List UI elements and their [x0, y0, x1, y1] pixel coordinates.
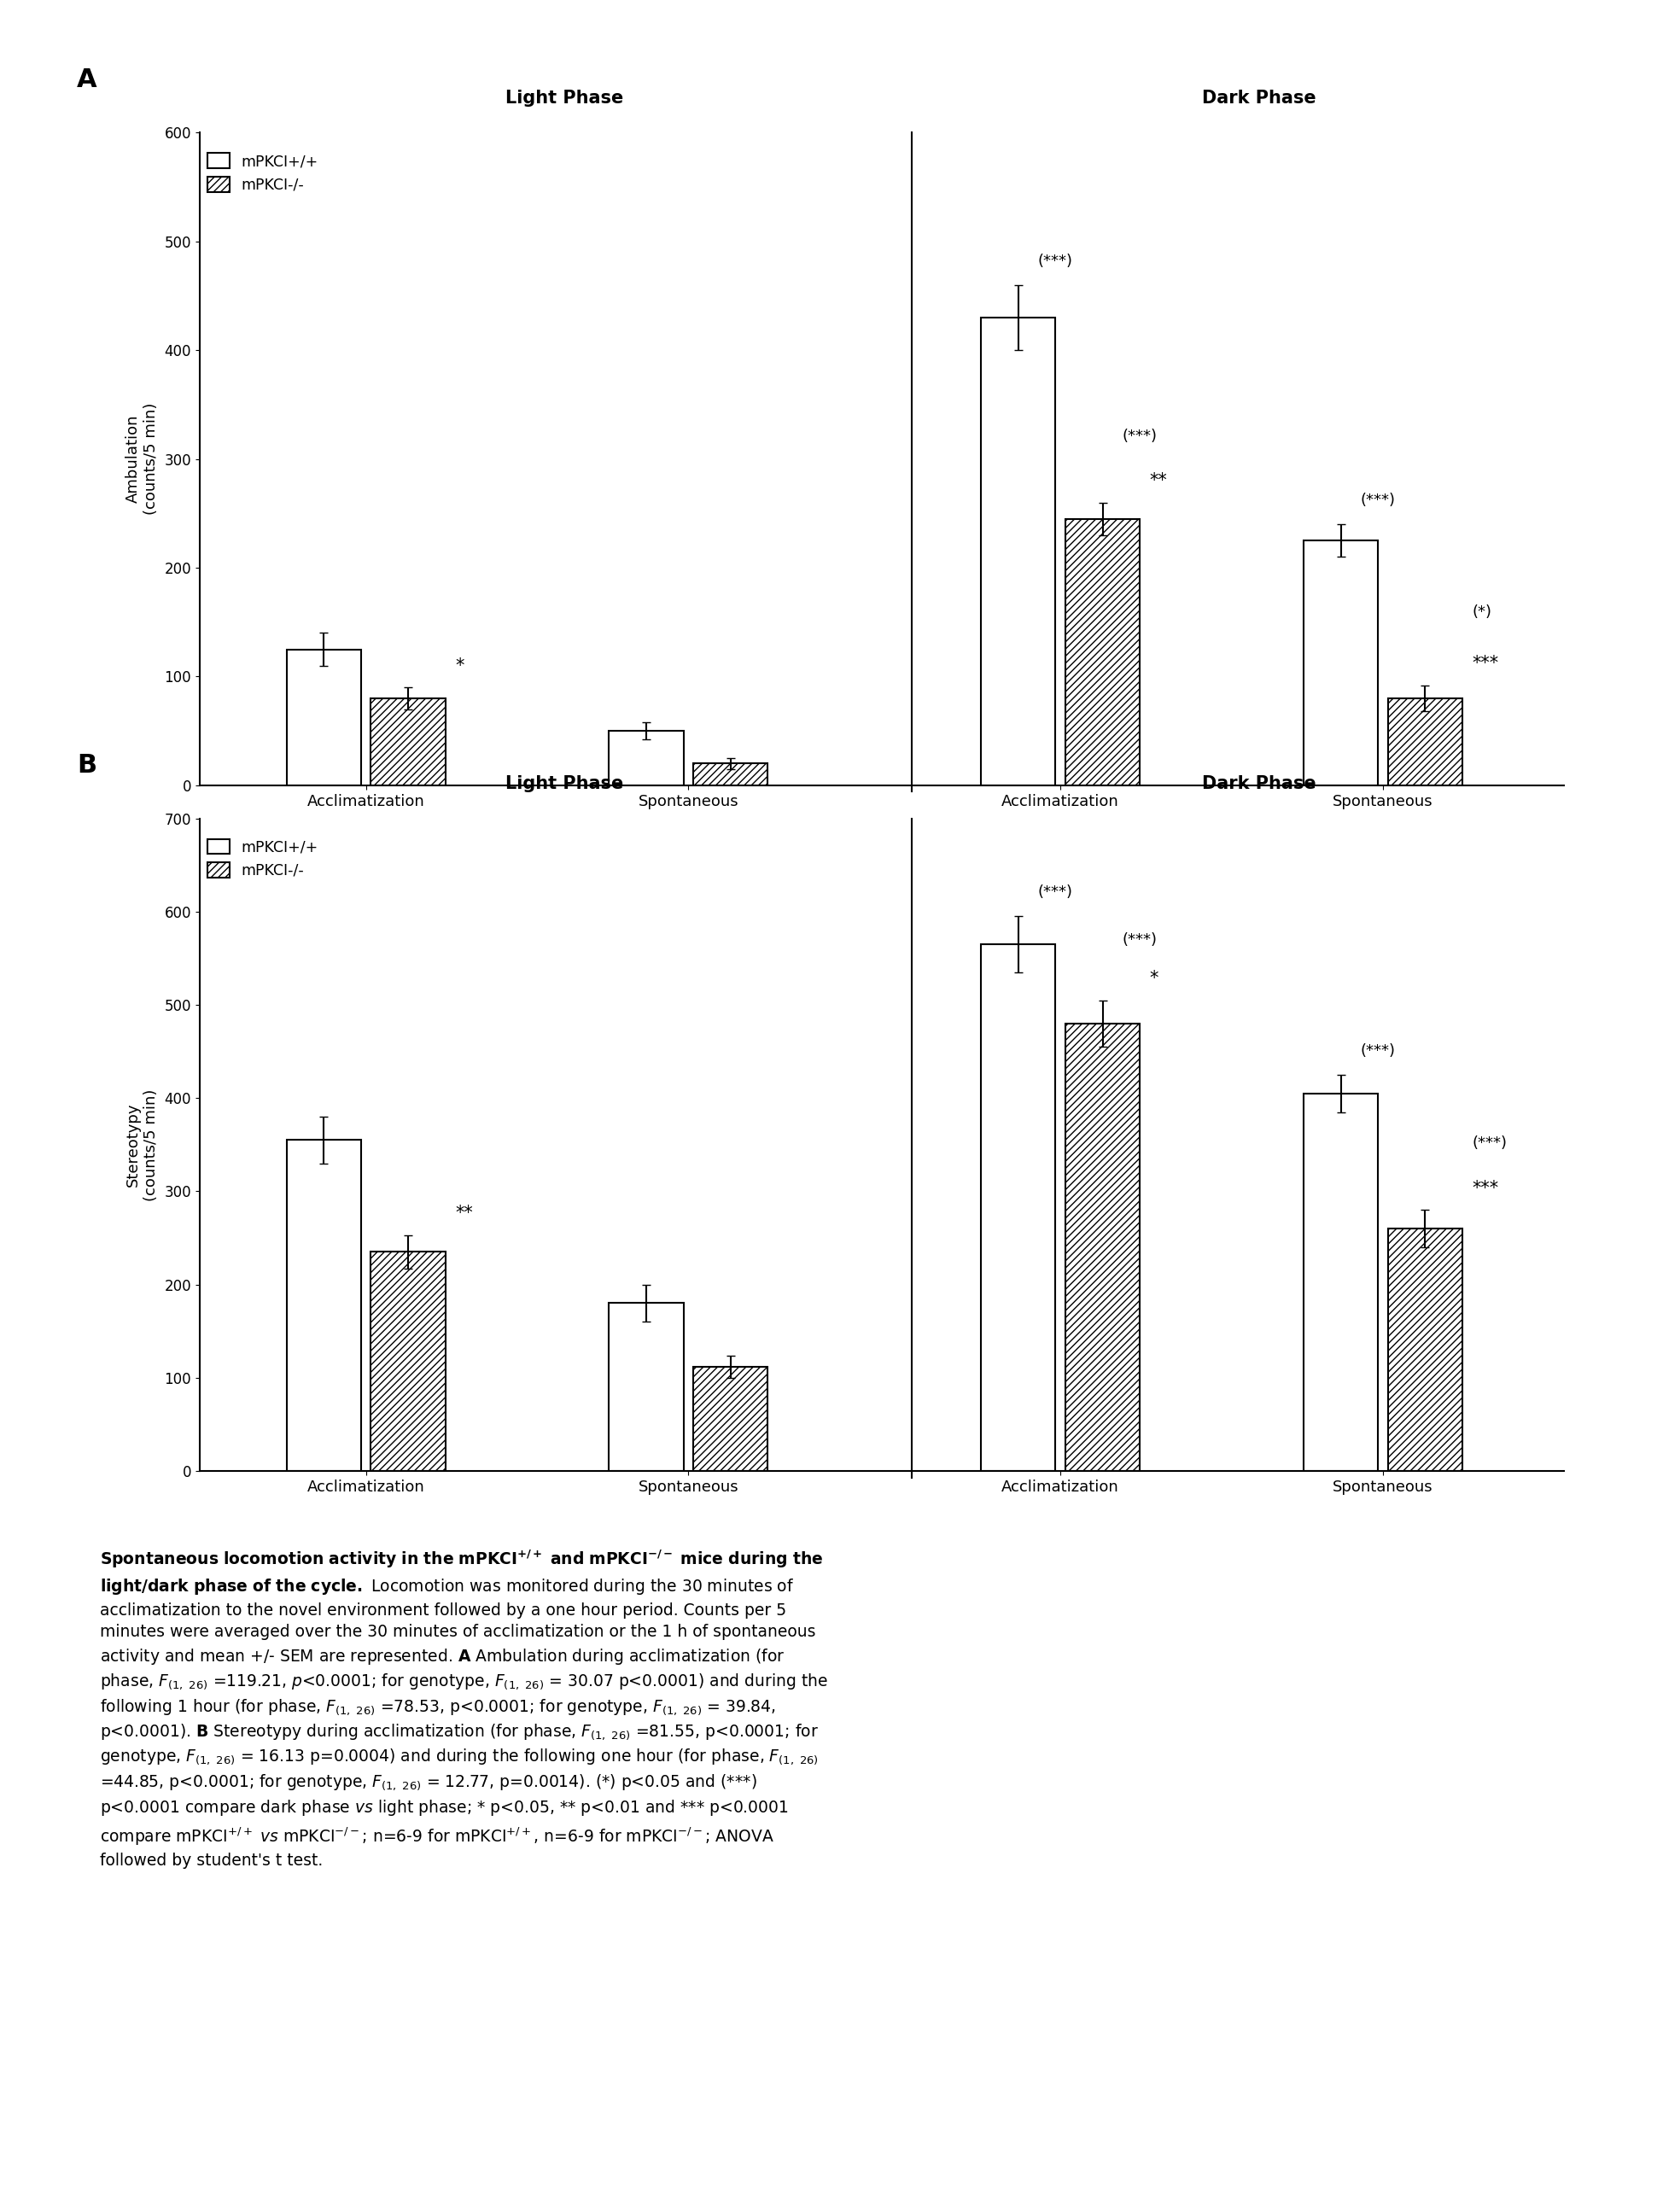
Bar — [1302, 540, 1377, 785]
Legend: mPKCI+/+, mPKCI-/-: mPKCI+/+, mPKCI-/- — [206, 838, 318, 878]
Text: Light Phase: Light Phase — [506, 774, 624, 792]
Y-axis label: Ambulation
(counts/5 min): Ambulation (counts/5 min) — [125, 403, 158, 515]
Text: A: A — [76, 66, 96, 93]
Bar — [286, 650, 361, 785]
Text: (***): (***) — [1472, 1137, 1507, 1150]
Text: **: ** — [1149, 473, 1167, 489]
Y-axis label: Stereotypy
(counts/5 min): Stereotypy (counts/5 min) — [125, 1088, 158, 1201]
Bar — [1387, 1228, 1462, 1471]
Text: (***): (***) — [1360, 493, 1395, 509]
Bar — [1064, 1024, 1139, 1471]
Bar — [1387, 699, 1462, 785]
Text: ***: *** — [1472, 1179, 1498, 1197]
Text: *: * — [456, 657, 464, 675]
Text: (***): (***) — [1360, 1044, 1395, 1060]
Bar — [981, 319, 1054, 785]
Legend: mPKCI+/+, mPKCI-/-: mPKCI+/+, mPKCI-/- — [206, 153, 318, 192]
Bar — [371, 699, 446, 785]
Bar — [1302, 1093, 1377, 1471]
Text: (***): (***) — [1038, 254, 1073, 268]
Text: (*): (*) — [1472, 604, 1492, 619]
Bar — [371, 1252, 446, 1471]
Text: Light Phase: Light Phase — [506, 88, 624, 106]
Bar — [981, 945, 1054, 1471]
Bar — [609, 730, 683, 785]
Text: (***): (***) — [1123, 933, 1157, 949]
Text: $\mathbf{Spontaneous\ locomotion\ activity\ in\ the\ mPKCI}$$\mathbf{^{+/+}}$$\m: $\mathbf{Spontaneous\ locomotion\ activi… — [100, 1548, 828, 1869]
Bar — [693, 1367, 767, 1471]
Text: *: * — [1149, 971, 1157, 987]
Bar — [286, 1139, 361, 1471]
Text: ***: *** — [1472, 655, 1498, 672]
Text: Dark Phase: Dark Phase — [1201, 774, 1315, 792]
Text: **: ** — [456, 1206, 472, 1221]
Text: (***): (***) — [1123, 429, 1157, 445]
Bar — [609, 1303, 683, 1471]
Text: B: B — [76, 752, 96, 779]
Text: Dark Phase: Dark Phase — [1201, 88, 1315, 106]
Text: (***): (***) — [1038, 885, 1073, 900]
Bar — [1064, 520, 1139, 785]
Bar — [693, 763, 767, 785]
